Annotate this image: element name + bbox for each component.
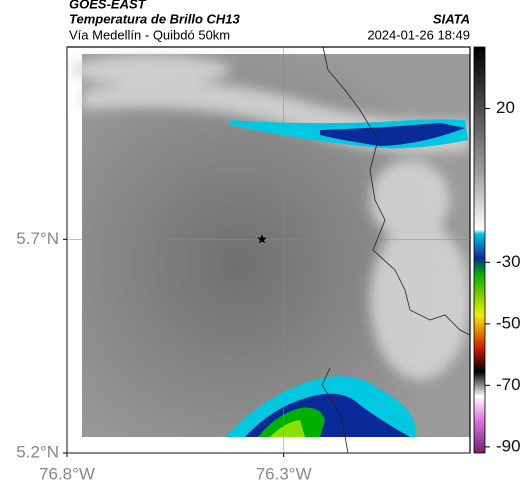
region: Vía Medellín - Quibdó 50km <box>69 27 230 42</box>
x-tick-label: 76.3°W <box>256 464 312 483</box>
title: Temperatura de Brillo CH13 <box>69 11 241 26</box>
imagery <box>70 46 471 454</box>
colorbar-tick-label: -50 <box>496 313 521 332</box>
x-tick-label: 76.8°W <box>39 464 95 483</box>
colorbar <box>473 46 486 454</box>
source: GOES-EAST <box>69 0 147 11</box>
colorbar-tick-label: 20 <box>496 98 515 117</box>
colorbar-tick-label: -70 <box>496 375 521 394</box>
colorbar-tick-label: -90 <box>496 436 521 455</box>
colorbar-tick-label: -30 <box>496 252 521 271</box>
datetime: 2024-01-26 18:49 <box>367 27 470 42</box>
org: SIATA <box>433 11 470 26</box>
location-marker <box>257 234 267 244</box>
y-tick-label: 5.7°N <box>16 229 59 248</box>
y-tick-label: 5.2°N <box>16 442 59 461</box>
